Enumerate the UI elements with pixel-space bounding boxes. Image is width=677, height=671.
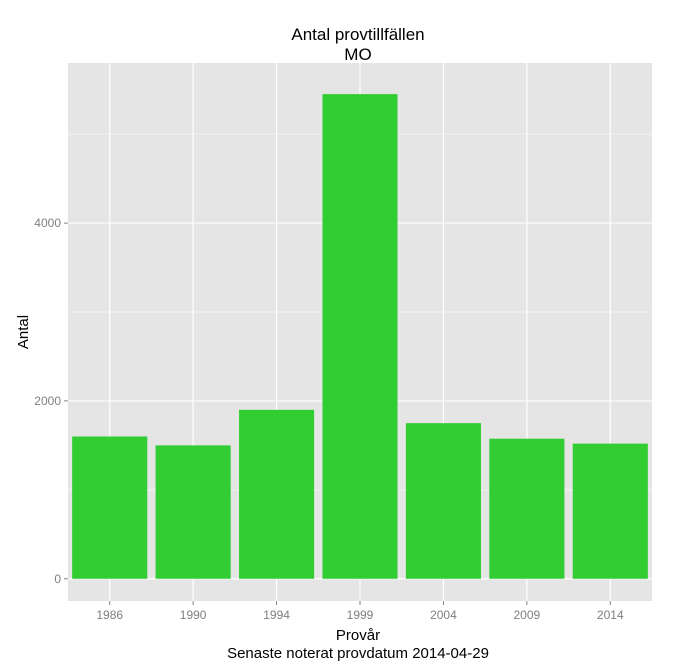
y-axis-title: Antal: [15, 315, 32, 349]
x-axis-title: Provår: [336, 627, 380, 644]
bar: [239, 409, 315, 579]
x-tick-label: 2004: [430, 608, 457, 622]
chart-caption: Senaste noterat provdatum 2014-04-29: [227, 645, 489, 662]
bar: [155, 445, 231, 579]
bar: [572, 443, 648, 579]
bar: [405, 423, 481, 579]
x-tick-label: 1986: [96, 608, 123, 622]
chart-subtitle: MO: [344, 45, 371, 64]
x-axis: 1986 1990 1994 1999 2004 2009 2014: [96, 601, 624, 622]
y-axis: 0 2000 4000: [34, 216, 68, 586]
x-tick-label: 1999: [347, 608, 374, 622]
y-tick-label: 0: [54, 572, 61, 586]
bar: [489, 438, 565, 579]
x-tick-label: 1990: [180, 608, 207, 622]
y-tick-label: 4000: [34, 216, 61, 230]
x-tick-label: 2009: [514, 608, 541, 622]
bar: [72, 436, 148, 579]
bar: [322, 94, 398, 579]
bars: [72, 94, 648, 579]
chart-title: Antal provtillfällen: [291, 25, 424, 44]
y-tick-label: 2000: [34, 394, 61, 408]
x-tick-label: 1994: [263, 608, 290, 622]
x-tick-label: 2014: [597, 608, 624, 622]
